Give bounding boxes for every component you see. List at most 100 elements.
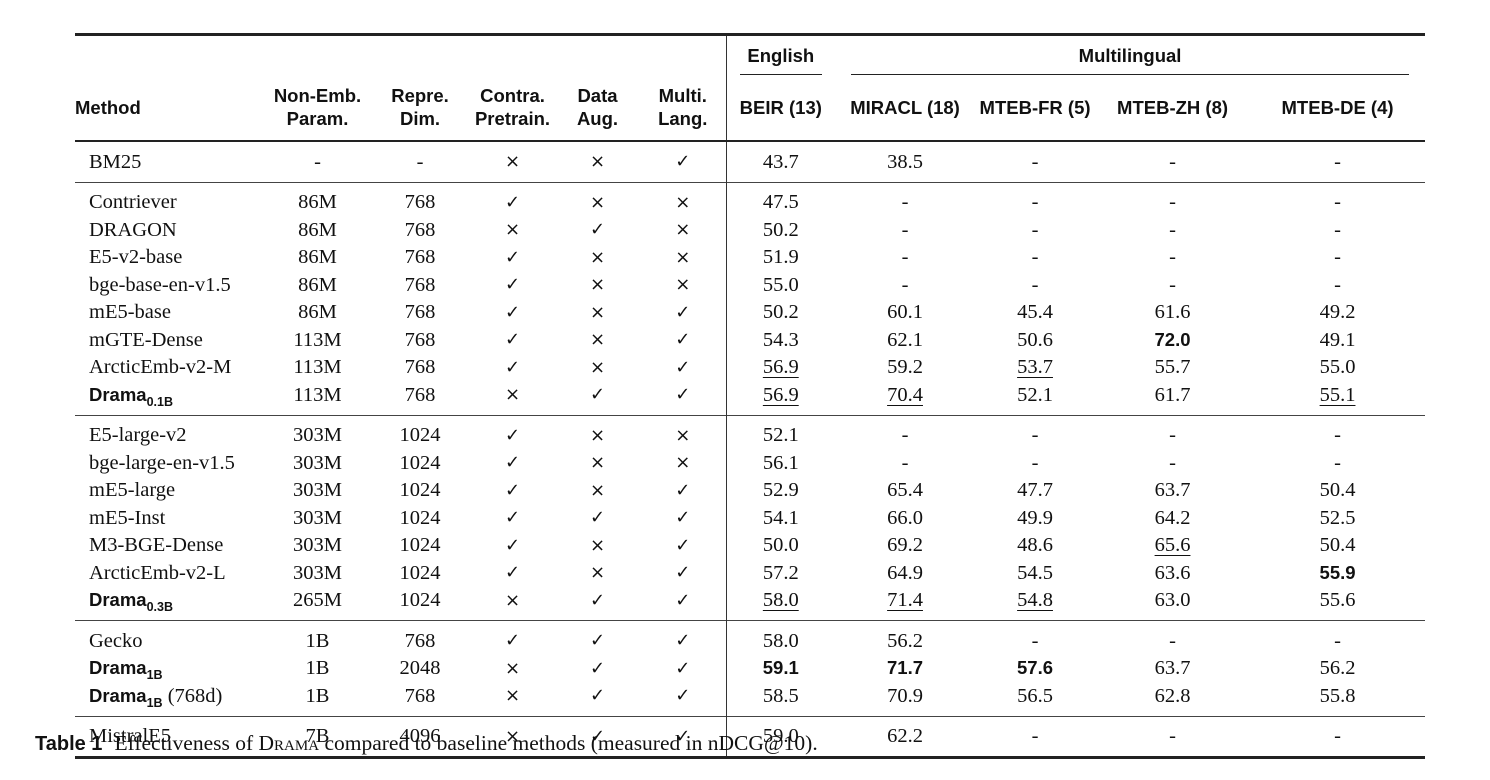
- miracl-cell: -: [835, 449, 975, 477]
- cell-value: -: [1334, 273, 1341, 296]
- miracl-cell: 56.2: [835, 620, 976, 655]
- method-name-cell: Drama0.1B: [75, 381, 265, 415]
- mteb-fr-cell: -: [975, 620, 1096, 655]
- data-aug-cell: ×: [555, 354, 640, 382]
- cell-value: 52.1: [762, 424, 799, 446]
- non-emb-param-cell: 303M: [265, 477, 370, 505]
- cell-value: 50.2: [762, 218, 799, 241]
- check-icon: ✓: [675, 657, 691, 679]
- cell-value: 62.1: [887, 328, 923, 351]
- mteb-de-cell: -: [1250, 181, 1426, 216]
- cell-value: 55.7: [1154, 356, 1191, 378]
- method-name-cell: Drama1B (768d): [75, 682, 265, 716]
- contra-pretrain-cell: ×: [470, 715, 555, 758]
- cell-value: 54.1: [762, 506, 799, 529]
- table-row: BM25 - - × × ✓ 43.7 38.5 - - -: [75, 141, 1425, 182]
- cell-value: -: [1169, 218, 1176, 241]
- check-icon: ✓: [675, 725, 691, 747]
- multi-lang-cell: ✓: [640, 477, 726, 505]
- method-name-cell: bge-base-en-v1.5: [89, 273, 231, 296]
- data-aug-cell: ✓: [555, 620, 640, 655]
- beir-cell: 50.2: [725, 216, 836, 244]
- table-row: DRAGON 86M 768 × ✓ × 50.2 - - - -: [75, 216, 1425, 244]
- data-aug-cell: ×: [555, 299, 640, 327]
- cell-value: -: [1169, 150, 1176, 173]
- check-icon: ✓: [504, 274, 521, 295]
- cell-value: 265M: [293, 589, 342, 611]
- check-icon: ✓: [675, 301, 691, 323]
- contra-pretrain-cell: ✓: [470, 449, 555, 477]
- cell-value: 59.0: [762, 725, 799, 747]
- mteb-fr-cell: 53.7: [975, 354, 1095, 382]
- cell-value: 69.2: [887, 534, 923, 556]
- cell-value: 59.2: [887, 356, 923, 378]
- method-name-cell: bge-large-en-v1.5: [89, 451, 235, 474]
- method-name-cell: Drama1B: [75, 655, 265, 683]
- table-row: E5-v2-base 86M 768 ✓ × × 51.9 - - - -: [75, 243, 1425, 272]
- table-row: E5-large-v2 303M 1024 ✓ × × 52.1 - - - -: [75, 414, 1426, 449]
- cross-icon: ×: [589, 301, 606, 323]
- miracl-cell: 70.9: [835, 682, 975, 716]
- mteb-fr-cell: 56.5: [975, 682, 1095, 716]
- miracl-cell: 60.1: [835, 299, 975, 327]
- repre-dim-cell: 1024: [370, 449, 470, 477]
- miracl-cell: -: [835, 414, 976, 449]
- cell-value: -: [1031, 150, 1039, 173]
- cell-value: -: [1169, 725, 1176, 747]
- mteb-de-cell: 56.2: [1250, 655, 1425, 683]
- results-table: English Multilingual Method Non-Emb. Para…: [75, 33, 1426, 759]
- contra-pretrain-cell: ×: [470, 655, 555, 683]
- non-emb-param-cell: 113M: [265, 354, 370, 382]
- repre-dim-cell: 768: [370, 620, 470, 655]
- multi-lang-cell: ✓: [640, 326, 726, 354]
- cell-value: -: [1169, 424, 1176, 446]
- repre-dim-cell: 1024: [370, 559, 470, 587]
- beir-cell: 47.5: [725, 181, 836, 216]
- cell-value: 48.6: [1017, 534, 1053, 556]
- col-header-method: Method: [75, 75, 265, 142]
- method-name-cell: MistralE5: [75, 715, 265, 758]
- mteb-fr-cell: -: [975, 216, 1095, 244]
- best-score: 72.0: [1154, 328, 1191, 350]
- col-header-non-emb-param: Non-Emb. Param.: [265, 75, 370, 142]
- contra-pretrain-cell: ✓: [470, 620, 555, 655]
- contra-pretrain-cell: ✓: [470, 559, 555, 587]
- cell-value: -: [1031, 191, 1039, 213]
- cell-value: -: [1031, 424, 1039, 446]
- cell-value: -: [1334, 451, 1341, 474]
- multi-lang-cell: ✓: [640, 559, 726, 587]
- best-score: 55.9: [1319, 561, 1356, 583]
- table-caption: Table 1 Effectiveness of Drama compared t…: [35, 731, 818, 756]
- miracl-cell: 66.0: [835, 504, 975, 532]
- cell-value: 62.2: [887, 725, 923, 747]
- caption-text-before: Effectiveness of: [114, 731, 259, 755]
- cell-value: 50.2: [762, 301, 799, 323]
- cell-value: 50.4: [1319, 479, 1356, 501]
- non-emb-param-cell: 1B: [265, 620, 370, 655]
- cell-value: 63.0: [1154, 589, 1191, 611]
- method-name-cell: ArcticEmb-v2-M: [89, 356, 232, 378]
- multi-lang-cell: ×: [640, 216, 726, 244]
- cell-value: 49.2: [1319, 301, 1356, 323]
- mteb-fr-cell: 47.7: [975, 477, 1095, 505]
- cell-value: 1024: [399, 561, 441, 584]
- repre-dim-cell: 768: [370, 216, 470, 244]
- cell-value: 768: [404, 301, 436, 323]
- mteb-zh-cell: 62.8: [1095, 682, 1250, 716]
- cell-value: -: [1031, 451, 1039, 474]
- beir-cell: 58.0: [725, 586, 836, 621]
- method-name-cell: BM25: [89, 150, 142, 173]
- cell-value: -: [901, 218, 909, 241]
- cell-value: 60.1: [887, 301, 923, 323]
- non-emb-param-cell: 303M: [265, 449, 370, 477]
- cell-value: 1024: [399, 451, 441, 474]
- second-best-score: 56.9: [762, 356, 799, 378]
- check-icon: ✓: [504, 630, 521, 651]
- beir-cell: 54.3: [725, 326, 836, 354]
- column-group-english: English: [725, 34, 836, 75]
- mteb-fr-cell: 54.5: [975, 559, 1095, 587]
- data-aug-cell: ×: [555, 449, 640, 477]
- mteb-de-cell: -: [1250, 244, 1425, 272]
- mteb-de-cell: 49.1: [1250, 326, 1425, 354]
- table-row: mE5-base 86M 768 ✓ × ✓ 50.2 60.1 45.4 61.6 49.2: [75, 298, 1425, 327]
